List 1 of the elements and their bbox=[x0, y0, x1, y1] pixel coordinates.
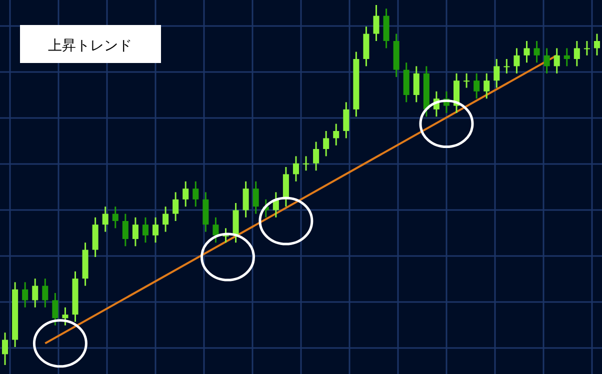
title: 上昇トレンド bbox=[20, 25, 161, 63]
